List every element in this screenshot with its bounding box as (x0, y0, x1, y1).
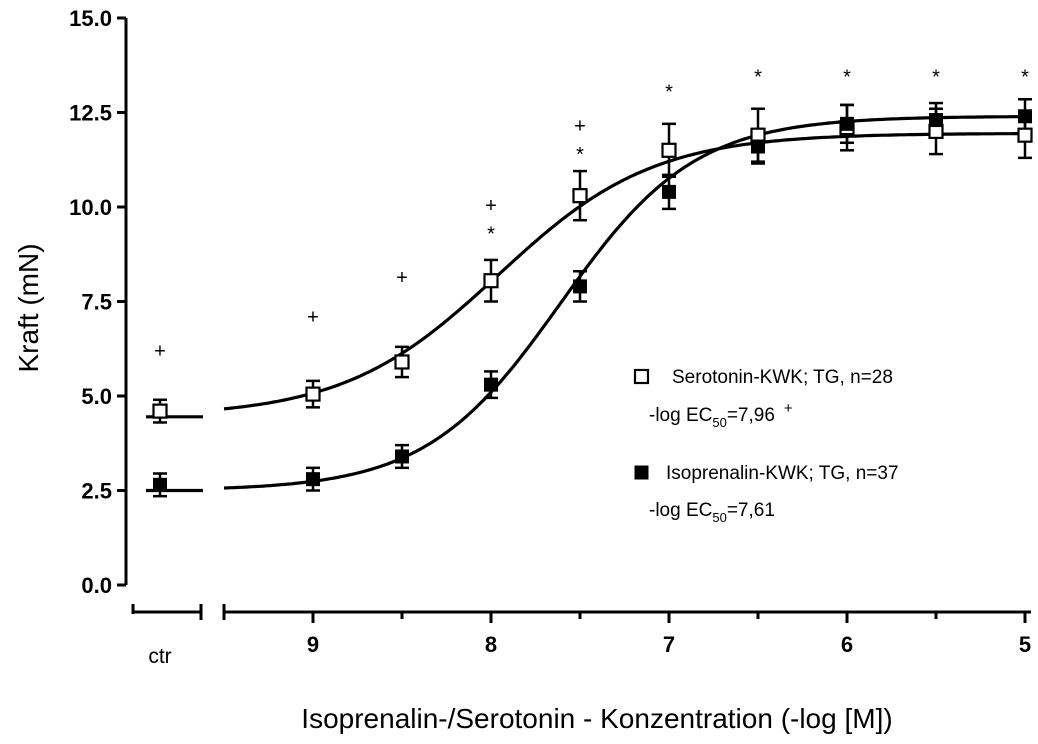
data-point-serotonin (661, 142, 677, 158)
significance-asterisk: * (843, 67, 851, 89)
y-tick-label: 12.5 (69, 101, 112, 126)
y-tick-label: 2.5 (81, 479, 112, 504)
x-tick-label-ctr: ctr (148, 645, 171, 668)
significance-plus: + (396, 267, 408, 289)
significance-plus: + (154, 341, 166, 363)
x-tick-label: 6 (841, 632, 853, 657)
significance-asterisk: * (576, 144, 584, 166)
data-point-isoprenalin (573, 279, 587, 294)
legend-item-serotonin: Serotonin-KWK; TG, n=28 -log EC50=7,96 + (633, 367, 893, 430)
significance-plus: + (307, 307, 319, 329)
significance-asterisk: * (754, 67, 762, 89)
data-point-isoprenalin (929, 113, 943, 128)
data-point-isoprenalin (484, 377, 498, 392)
significance-asterisk: * (487, 223, 495, 245)
data-point-isoprenalin (1018, 109, 1032, 124)
fit-curve-series-1 (223, 115, 1025, 490)
y-tick-label: 5.0 (81, 384, 112, 409)
y-tick-label: 7.5 (81, 290, 112, 315)
data-point-isoprenalin (395, 449, 409, 464)
significance-marks: + + + + * + * * * * * * (154, 67, 1029, 363)
data-point-isoprenalin (840, 116, 854, 131)
data-point-isoprenalin (153, 477, 167, 492)
legend: Serotonin-KWK; TG, n=28 -log EC50=7,96 + … (633, 367, 899, 525)
data-point-serotonin (1017, 127, 1033, 143)
legend-label-isoprenalin: Isoprenalin-KWK; TG, n=37 (666, 463, 899, 484)
legend-item-isoprenalin: Isoprenalin-KWK; TG, n=37 -log EC50=7,61 (634, 463, 899, 525)
data-point-isoprenalin (751, 139, 765, 154)
legend-ec50-serotonin: -log EC50=7,96 + (649, 400, 793, 430)
significance-asterisk: * (932, 67, 940, 89)
data-point-isoprenalin (662, 184, 676, 199)
data-point-serotonin (394, 354, 410, 370)
y-axis-title: Kraft (mN) (13, 243, 44, 372)
data-point-isoprenalin (306, 472, 320, 487)
data-point-serotonin (152, 403, 168, 419)
data-point-serotonin (572, 188, 588, 204)
legend-open-square-icon (633, 368, 650, 385)
data-point-serotonin (305, 386, 321, 402)
significance-asterisk: * (1021, 67, 1029, 89)
significance-plus: + (574, 116, 586, 138)
x-tick-label: 8 (485, 632, 497, 657)
legend-ec50-isoprenalin: -log EC50=7,61 (649, 500, 775, 525)
y-tick-label: 15.0 (69, 6, 112, 31)
axes: 0.0 2.5 5.0 7.5 10.0 12.5 15.0 ctr 9 8 7 6 5 (69, 6, 1031, 668)
legend-label-serotonin: Serotonin-KWK; TG, n=28 (672, 367, 893, 388)
fit-curves (146, 115, 1025, 493)
x-tick-label: 9 (307, 632, 319, 657)
data-point-serotonin (483, 273, 499, 289)
legend-filled-square-icon (634, 465, 649, 480)
significance-asterisk: * (665, 82, 673, 104)
x-tick-label: 5 (1019, 632, 1031, 657)
data-markers (152, 109, 1033, 492)
x-tick-label: 7 (663, 632, 675, 657)
x-axis-title: Isoprenalin-/Serotonin - Konzentration (… (301, 703, 892, 734)
significance-plus: + (485, 195, 497, 217)
y-tick-label: 0.0 (81, 573, 112, 598)
fit-curve-series-0 (223, 132, 1025, 411)
error-bars (153, 98, 1032, 498)
y-tick-label: 10.0 (69, 195, 112, 220)
